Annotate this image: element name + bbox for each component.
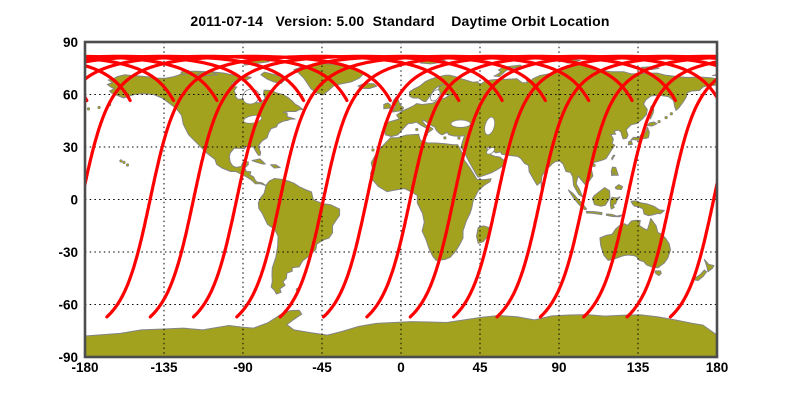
- orbit-track: [85, 54, 717, 319]
- x-tick-label: -45: [312, 360, 332, 375]
- landmass-hispaniola: [270, 164, 281, 169]
- landmass-cuba: [251, 158, 266, 165]
- island-dot: [457, 136, 461, 140]
- island-dot: [415, 127, 419, 132]
- island-dot: [664, 115, 668, 120]
- chart-title: 2011-07-14 Version: 5.00 Standard Daytim…: [190, 13, 610, 29]
- orbit-track: [85, 54, 717, 319]
- y-tick-label: -30: [58, 245, 78, 260]
- island-dot: [119, 159, 123, 163]
- x-tick-label: 135: [627, 360, 650, 375]
- landmass-new-guinea: [630, 200, 665, 217]
- landmass-mindanao: [614, 184, 624, 190]
- landmass-borneo: [591, 187, 611, 207]
- lake-black-sea: [450, 119, 471, 128]
- x-tick-label: 180: [706, 360, 729, 375]
- y-tick-label: -60: [58, 298, 78, 313]
- x-tick-label: 0: [397, 360, 405, 375]
- landmass-nz-south-island: [692, 269, 707, 281]
- y-tick-label: -90: [58, 350, 78, 365]
- orbit-tracks-layer: [85, 54, 717, 319]
- lake-caspian-sea: [484, 116, 496, 136]
- island-dot: [122, 160, 126, 164]
- x-tick-label: -180: [71, 360, 98, 375]
- island-dot: [371, 148, 375, 152]
- y-tick-label: 0: [70, 193, 78, 208]
- island-dot: [657, 120, 661, 124]
- landmass-java: [585, 210, 603, 216]
- y-tick-label: 30: [63, 140, 78, 155]
- island-dot: [611, 171, 616, 176]
- landmass-japan-kyushu: [627, 140, 633, 146]
- island-dot: [97, 105, 101, 110]
- landmass-ireland: [383, 102, 391, 110]
- orbit-track: [85, 54, 717, 319]
- island-dot: [669, 112, 673, 116]
- island-dot: [443, 136, 447, 140]
- x-tick-label: -90: [233, 360, 253, 375]
- lake-persian-gulf: [486, 147, 495, 155]
- landmass-tasmania: [654, 270, 662, 277]
- landmass-novaya-zemlya: [493, 64, 523, 77]
- island-dot: [592, 163, 596, 167]
- y-tick-label: 90: [63, 35, 78, 50]
- landmass-japan-hokkaido: [646, 121, 658, 127]
- landmass-eurasia: [383, 63, 717, 198]
- landmass-taiwan: [611, 154, 616, 161]
- plot-border: [83, 40, 719, 359]
- x-tick-label: 45: [472, 360, 488, 375]
- landmass-baffin: [260, 71, 286, 84]
- x-tick-label: 90: [551, 360, 566, 375]
- landmass-japan-honshu: [630, 126, 650, 141]
- lake-baltic-sea: [430, 89, 441, 102]
- landmass-nz-north-island: [703, 259, 715, 273]
- island-dot: [125, 163, 130, 167]
- landmass-australia: [599, 217, 671, 269]
- x-tick-label: -135: [150, 360, 178, 375]
- island-dot: [86, 107, 91, 111]
- y-tick-label: 60: [63, 88, 78, 103]
